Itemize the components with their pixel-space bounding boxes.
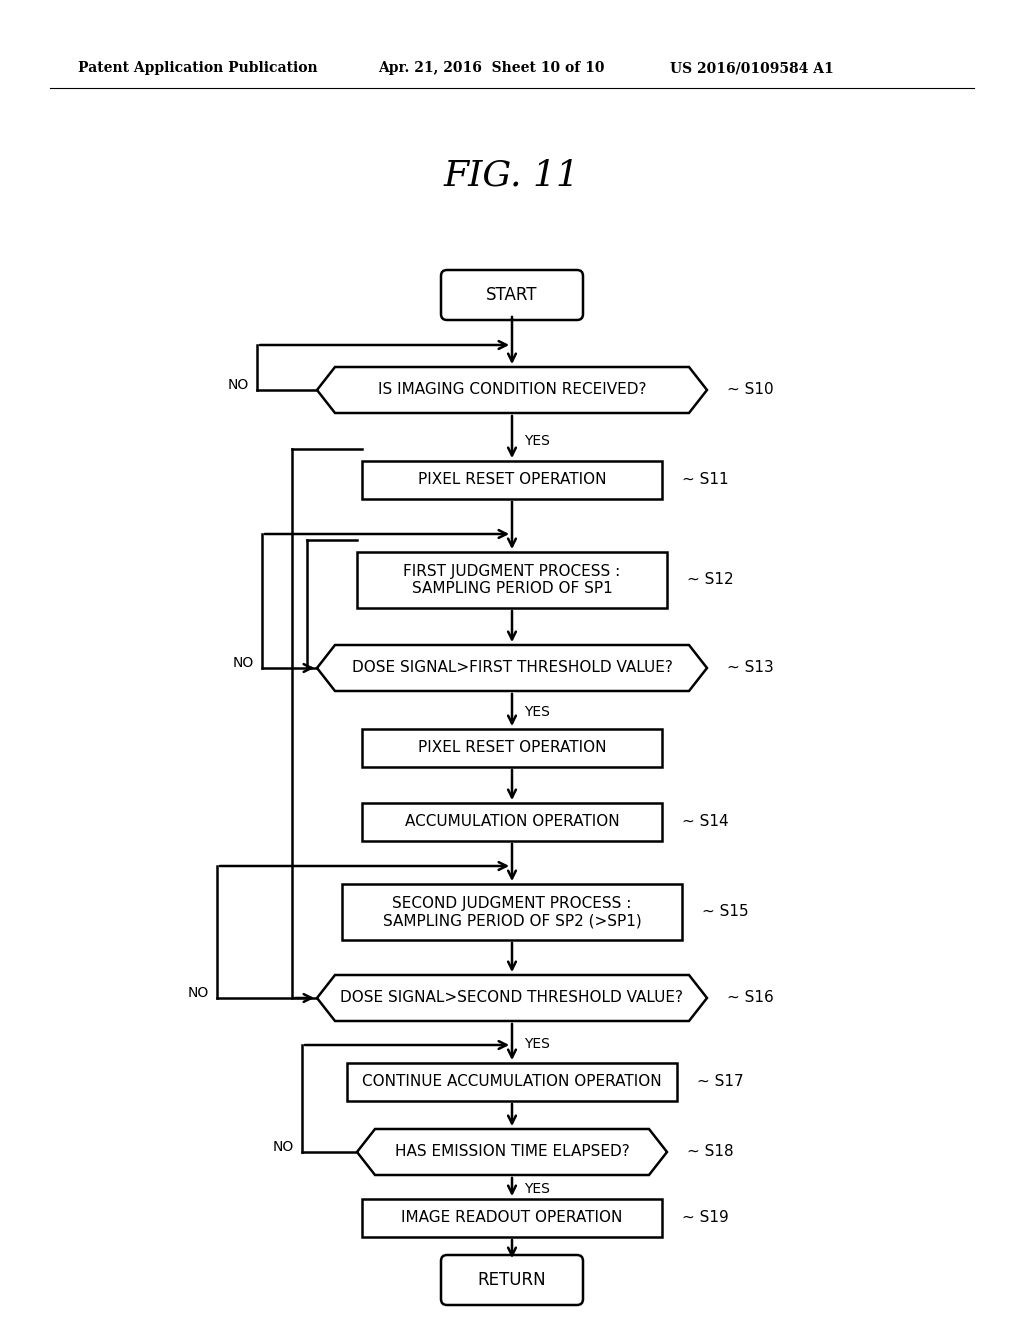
Text: ~ S19: ~ S19: [682, 1210, 729, 1225]
Text: ~ S12: ~ S12: [687, 573, 733, 587]
Text: DOSE SIGNAL>FIRST THRESHOLD VALUE?: DOSE SIGNAL>FIRST THRESHOLD VALUE?: [351, 660, 673, 676]
Text: RETURN: RETURN: [477, 1271, 547, 1290]
Text: DOSE SIGNAL>SECOND THRESHOLD VALUE?: DOSE SIGNAL>SECOND THRESHOLD VALUE?: [341, 990, 683, 1006]
Text: PIXEL RESET OPERATION: PIXEL RESET OPERATION: [418, 473, 606, 487]
Text: FIRST JUDGMENT PROCESS :
SAMPLING PERIOD OF SP1: FIRST JUDGMENT PROCESS : SAMPLING PERIOD…: [403, 564, 621, 597]
Text: ~ S18: ~ S18: [687, 1144, 733, 1159]
Bar: [362, 729, 662, 767]
Bar: [362, 803, 662, 841]
Text: START: START: [486, 286, 538, 304]
Text: NO: NO: [272, 1140, 294, 1154]
Bar: [357, 552, 667, 609]
Bar: [362, 461, 662, 499]
Text: SECOND JUDGMENT PROCESS :
SAMPLING PERIOD OF SP2 (>SP1): SECOND JUDGMENT PROCESS : SAMPLING PERIO…: [383, 896, 641, 928]
Text: Apr. 21, 2016  Sheet 10 of 10: Apr. 21, 2016 Sheet 10 of 10: [378, 61, 604, 75]
Text: YES: YES: [524, 1181, 550, 1196]
Text: ~ S11: ~ S11: [682, 473, 729, 487]
Polygon shape: [317, 645, 707, 690]
FancyBboxPatch shape: [441, 1255, 583, 1305]
Bar: [342, 884, 682, 940]
Text: ~ S13: ~ S13: [727, 660, 774, 676]
Text: NO: NO: [227, 378, 249, 392]
Text: NO: NO: [232, 656, 254, 671]
Text: IS IMAGING CONDITION RECEIVED?: IS IMAGING CONDITION RECEIVED?: [378, 383, 646, 397]
Text: CONTINUE ACCUMULATION OPERATION: CONTINUE ACCUMULATION OPERATION: [362, 1074, 662, 1089]
Text: YES: YES: [524, 1038, 550, 1051]
Text: YES: YES: [524, 705, 550, 719]
Text: ~ S15: ~ S15: [702, 904, 749, 920]
Polygon shape: [317, 975, 707, 1020]
Text: HAS EMISSION TIME ELAPSED?: HAS EMISSION TIME ELAPSED?: [394, 1144, 630, 1159]
Text: Patent Application Publication: Patent Application Publication: [78, 61, 317, 75]
Text: ~ S14: ~ S14: [682, 814, 729, 829]
Text: ACCUMULATION OPERATION: ACCUMULATION OPERATION: [404, 814, 620, 829]
Text: ~ S16: ~ S16: [727, 990, 774, 1006]
Text: IMAGE READOUT OPERATION: IMAGE READOUT OPERATION: [401, 1210, 623, 1225]
FancyBboxPatch shape: [441, 271, 583, 319]
Polygon shape: [317, 367, 707, 413]
Text: ~ S10: ~ S10: [727, 383, 773, 397]
Polygon shape: [357, 1129, 667, 1175]
Bar: [362, 1199, 662, 1237]
Text: PIXEL RESET OPERATION: PIXEL RESET OPERATION: [418, 741, 606, 755]
Text: YES: YES: [524, 434, 550, 447]
Text: NO: NO: [187, 986, 209, 1001]
Text: US 2016/0109584 A1: US 2016/0109584 A1: [670, 61, 834, 75]
Text: FIG. 11: FIG. 11: [444, 158, 580, 191]
Text: ~ S17: ~ S17: [697, 1074, 743, 1089]
Bar: [347, 1063, 677, 1101]
